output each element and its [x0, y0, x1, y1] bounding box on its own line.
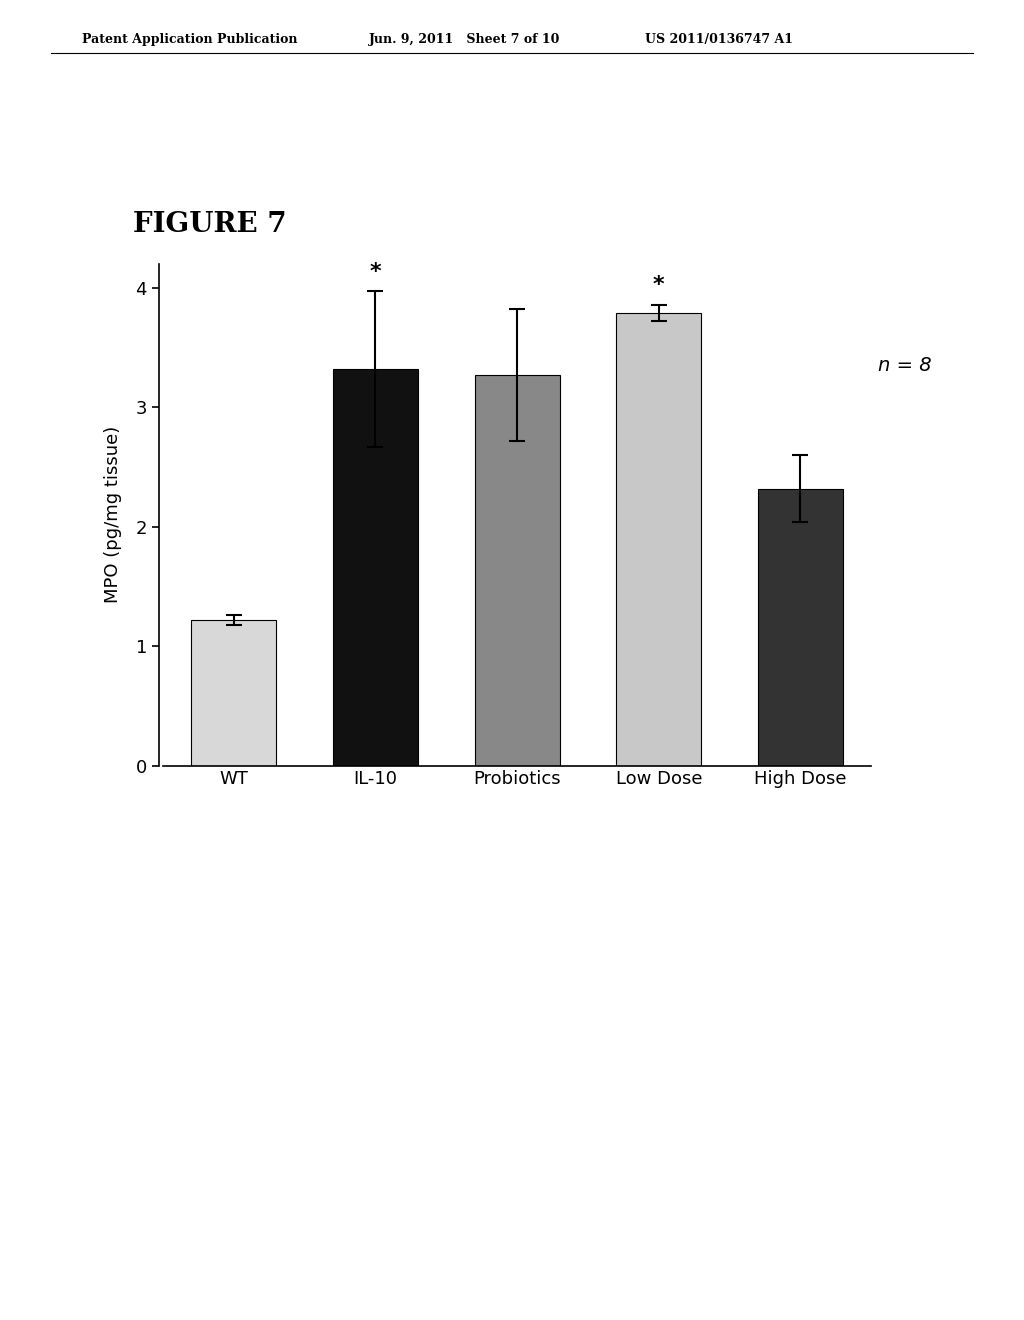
Text: *: * [370, 261, 381, 282]
Text: US 2011/0136747 A1: US 2011/0136747 A1 [645, 33, 794, 46]
Bar [333, 370, 418, 766]
Bar [191, 620, 276, 766]
Bar [474, 375, 560, 766]
Text: n = 8: n = 8 [879, 356, 932, 375]
Text: *: * [653, 275, 665, 296]
Text: Jun. 9, 2011   Sheet 7 of 10: Jun. 9, 2011 Sheet 7 of 10 [369, 33, 560, 46]
Bar [616, 313, 701, 766]
Text: FIGURE 7: FIGURE 7 [133, 211, 287, 238]
Text: Patent Application Publication: Patent Application Publication [82, 33, 297, 46]
Y-axis label: MPO (pg/mg tissue): MPO (pg/mg tissue) [103, 426, 122, 603]
Bar [758, 488, 843, 766]
